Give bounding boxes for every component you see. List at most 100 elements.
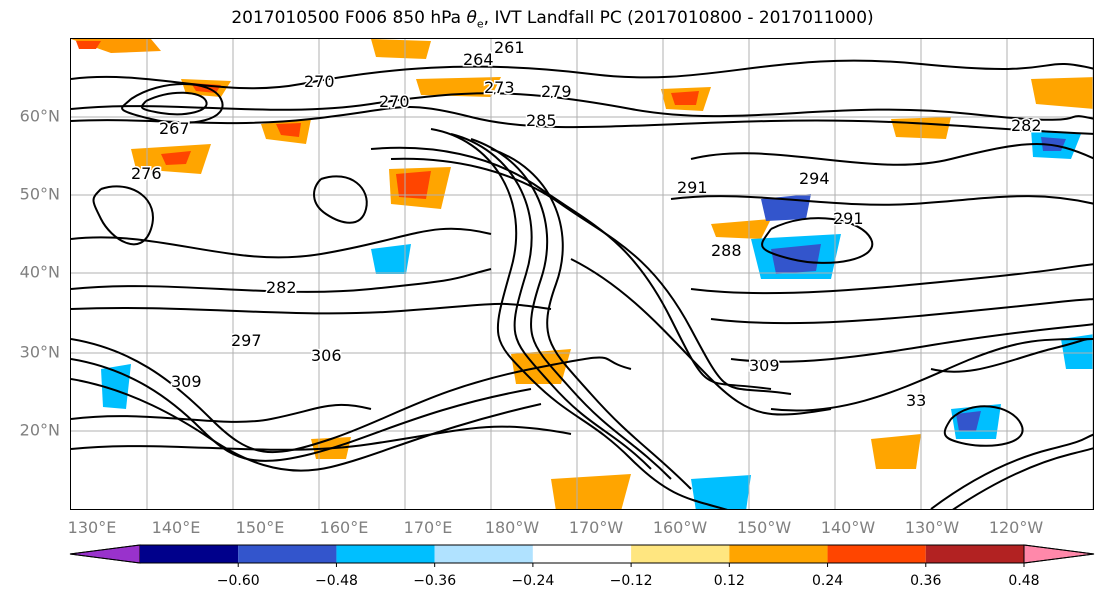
- colorbar-tick-label: 0.12: [713, 573, 745, 589]
- contour-line: [670, 195, 1093, 206]
- contour-line: [690, 263, 1093, 295]
- colorbar-segment: [140, 545, 239, 563]
- colorbar-outline: [69, 544, 1095, 564]
- latitude-label: 30°N: [19, 342, 60, 362]
- colorbar-extend-high: [1023, 544, 1095, 564]
- contour-line: [490, 148, 692, 490]
- contour-line: [71, 268, 492, 293]
- colorbar-extend-low: [69, 544, 141, 564]
- contour-line: [761, 217, 874, 264]
- longitude-label: 160°W: [652, 518, 708, 537]
- contour-line: [71, 358, 532, 462]
- contour-line: [690, 143, 1093, 166]
- contour-label: 288: [711, 241, 742, 260]
- contour-line: [770, 338, 1093, 412]
- shade-blue: [771, 244, 821, 274]
- contour-line: [430, 128, 728, 509]
- contour-line: [71, 106, 1093, 135]
- contour-line: [71, 302, 552, 315]
- contour-line: [92, 185, 154, 246]
- colorbar-segment: [827, 545, 926, 563]
- colorbar-segment: [729, 545, 828, 563]
- colorbar-tick-label: −0.12: [609, 573, 653, 589]
- contour-line: [121, 83, 224, 124]
- contour-line: [930, 433, 1093, 509]
- colorbar-tick-label: 0.24: [811, 573, 844, 589]
- shade-blue: [956, 411, 981, 431]
- contour-line: [71, 59, 1093, 90]
- latitude-label: 40°N: [19, 262, 60, 282]
- contour-label: 279: [541, 82, 572, 101]
- contour-line: [313, 175, 368, 224]
- longitude-label: 170°E: [403, 518, 453, 537]
- longitude-label: 150°E: [235, 518, 285, 537]
- contour-label: 282: [266, 278, 297, 297]
- map-title: 2017010500 F006 850 hPa θe, IVT Landfall…: [231, 8, 874, 31]
- longitude-label: 180°W: [484, 518, 540, 537]
- contour-label: 33: [906, 391, 926, 410]
- ivt-pc-shading: [71, 39, 1093, 509]
- graticule: [71, 39, 1093, 509]
- contour-label: 261: [494, 39, 525, 57]
- contour-label: 294: [799, 169, 830, 188]
- longitude-label: 120°W: [988, 518, 1044, 537]
- shade-blue: [1041, 137, 1066, 151]
- contour-label: 291: [677, 178, 708, 197]
- contour-label: 270: [379, 92, 410, 111]
- contour-label: 309: [171, 372, 202, 391]
- shade-red: [276, 123, 301, 137]
- contour-line: [71, 403, 372, 423]
- contour-label: 264: [463, 50, 494, 69]
- longitude-label: 170°W: [568, 518, 624, 537]
- contour-label: 282: [1011, 116, 1042, 135]
- colorbar-segment: [336, 545, 435, 563]
- contour-label: 276: [131, 164, 162, 183]
- colorbar-tick-label: −0.24: [511, 573, 555, 589]
- contour-line: [710, 298, 1093, 325]
- longitude-label: 130°E: [67, 518, 117, 537]
- longitude-label: 130°W: [904, 518, 960, 537]
- latitude-label: 20°N: [19, 420, 60, 440]
- contour-label: 285: [526, 111, 557, 130]
- contour-line: [140, 91, 208, 116]
- contour-line: [71, 378, 542, 472]
- contour-line: [390, 157, 792, 395]
- shade-orange: [371, 39, 431, 59]
- colorbar-tick-label: 0.36: [910, 573, 942, 589]
- contour-line: [71, 338, 632, 454]
- contour-line: [71, 227, 492, 259]
- shade-lightblue: [371, 244, 411, 274]
- contour-line: [930, 338, 1093, 373]
- longitude-label: 140°E: [151, 518, 201, 537]
- longitude-label: 140°W: [820, 518, 876, 537]
- shade-orange: [871, 434, 921, 469]
- colorbar-tick-label: −0.36: [413, 573, 457, 589]
- shade-red: [76, 41, 101, 49]
- map-panel: 261 264 270 267 270 276 285 291 294 291 288 282 297 3…: [70, 38, 1094, 510]
- shade-orange: [551, 474, 631, 509]
- contour-line: [450, 133, 652, 470]
- contour-label: 270: [304, 72, 335, 91]
- shade-red: [161, 151, 191, 165]
- contour-line: [730, 323, 1093, 363]
- contour-label: 273: [484, 78, 515, 97]
- colorbar-tick-label: 0.48: [1008, 573, 1040, 589]
- contour-line: [952, 447, 1093, 509]
- theta-e-contours: [71, 59, 1093, 509]
- colorbar-segment: [434, 545, 533, 563]
- shade-red: [671, 91, 699, 105]
- contour-label: 297: [231, 331, 262, 350]
- shade-lightblue: [691, 475, 751, 509]
- latitude-label: 50°N: [19, 184, 60, 204]
- colorbar-tick-label: −0.60: [216, 573, 260, 589]
- contour-line: [71, 92, 1093, 121]
- contour-label: 291: [833, 209, 864, 228]
- shade-orange: [416, 77, 501, 97]
- contour-label: 309: [749, 356, 780, 375]
- contour-label: 267: [159, 119, 190, 138]
- latitude-label: 60°N: [19, 106, 60, 126]
- shade-lightblue: [1061, 334, 1093, 369]
- colorbar-segment: [532, 545, 632, 563]
